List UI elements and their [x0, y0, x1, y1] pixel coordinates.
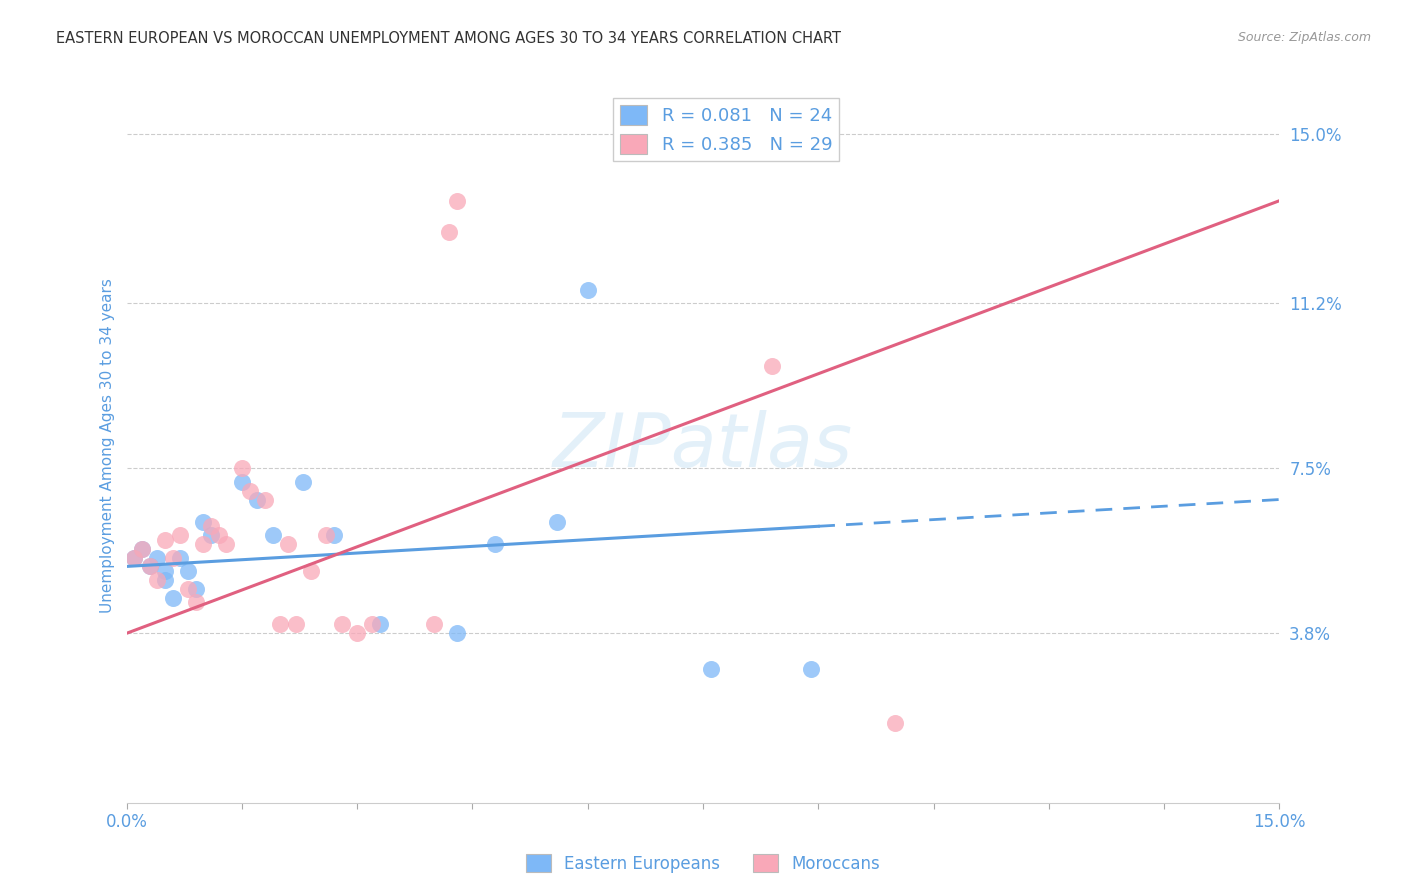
Point	[299, 564, 322, 578]
Point	[446, 626, 468, 640]
Point	[484, 537, 506, 551]
Point	[361, 617, 384, 632]
Point	[368, 617, 391, 632]
Point	[131, 541, 153, 556]
Point	[699, 662, 721, 676]
Point	[884, 715, 907, 730]
Point	[576, 283, 599, 297]
Point	[177, 564, 200, 578]
Point	[315, 528, 337, 542]
Legend: R = 0.081   N = 24, R = 0.385   N = 29: R = 0.081 N = 24, R = 0.385 N = 29	[613, 98, 839, 161]
Point	[761, 359, 783, 373]
Point	[184, 582, 207, 596]
Point	[323, 528, 346, 542]
Point	[253, 492, 276, 507]
Point	[169, 550, 191, 565]
Point	[146, 550, 169, 565]
Point	[162, 591, 184, 605]
Point	[193, 537, 215, 551]
Point	[231, 461, 253, 475]
Point	[122, 550, 145, 565]
Text: ZIPatlas: ZIPatlas	[553, 410, 853, 482]
Point	[162, 550, 184, 565]
Text: Source: ZipAtlas.com: Source: ZipAtlas.com	[1237, 31, 1371, 45]
Point	[284, 617, 307, 632]
Point	[200, 528, 222, 542]
Point	[346, 626, 368, 640]
Point	[215, 537, 238, 551]
Point	[193, 515, 215, 529]
Point	[330, 617, 353, 632]
Point	[122, 550, 145, 565]
Point	[446, 194, 468, 208]
Point	[269, 617, 291, 632]
Point	[246, 492, 269, 507]
Point	[146, 573, 169, 587]
Point	[277, 537, 299, 551]
Point	[169, 528, 191, 542]
Point	[208, 528, 231, 542]
Point	[131, 541, 153, 556]
Y-axis label: Unemployment Among Ages 30 to 34 years: Unemployment Among Ages 30 to 34 years	[100, 278, 115, 614]
Legend: Eastern Europeans, Moroccans: Eastern Europeans, Moroccans	[519, 847, 887, 880]
Point	[292, 475, 315, 489]
Point	[184, 595, 207, 609]
Point	[231, 475, 253, 489]
Point	[200, 519, 222, 533]
Point	[262, 528, 284, 542]
Point	[153, 533, 176, 547]
Point	[546, 515, 568, 529]
Point	[238, 483, 260, 498]
Point	[439, 225, 461, 239]
Point	[153, 573, 176, 587]
Point	[138, 559, 160, 574]
Point	[423, 617, 446, 632]
Point	[177, 582, 200, 596]
Text: EASTERN EUROPEAN VS MOROCCAN UNEMPLOYMENT AMONG AGES 30 TO 34 YEARS CORRELATION : EASTERN EUROPEAN VS MOROCCAN UNEMPLOYMEN…	[56, 31, 841, 46]
Point	[138, 559, 160, 574]
Point	[800, 662, 823, 676]
Point	[153, 564, 176, 578]
